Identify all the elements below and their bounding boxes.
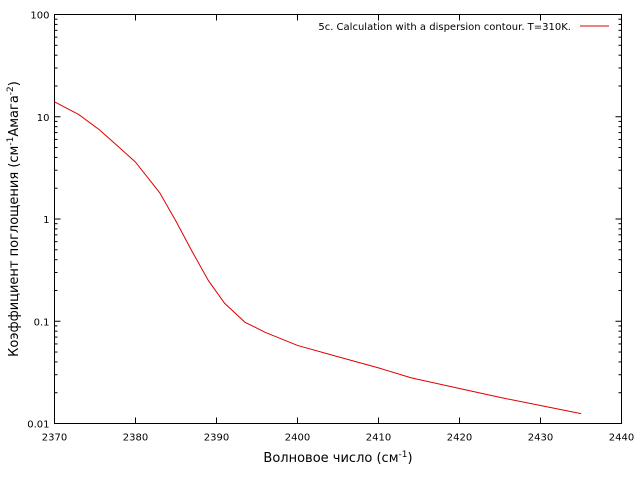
y-tick-label: 100: [30, 11, 49, 22]
series-group: [54, 101, 582, 415]
legend-label-0: 5c. Calculation with a dispersion contou…: [318, 22, 571, 33]
x-tick-label: 2430: [528, 433, 553, 444]
x-tick-label: 2380: [123, 433, 148, 444]
x-tick-label: 2400: [285, 433, 310, 444]
x-tick-label: 2370: [42, 433, 67, 444]
x-axis-title: Волновое число (см-1): [263, 450, 412, 466]
y-tick-label: 10: [37, 113, 50, 124]
x-tick-label: 2390: [204, 433, 229, 444]
x-tick-label: 2420: [447, 433, 472, 444]
tick-labels: 2370 2380 2390 2400 2410 2420 2430 2440 0.01 0.1 1…: [27, 11, 634, 444]
y-tick-label: 0.01: [27, 420, 49, 431]
legend: 5c. Calculation with a dispersion contou…: [318, 22, 609, 33]
x-tick-label: 2440: [609, 433, 634, 444]
plot-frame: [54, 14, 622, 424]
y-axis-title: Коэффициент поглощения (см-1Амага-2): [6, 81, 22, 357]
x-tick-label: 2410: [366, 433, 391, 444]
y-tick-label: 1: [43, 215, 49, 226]
series-line-0: [54, 101, 582, 415]
y-tick-label: 0.1: [34, 317, 50, 328]
axis-ticks: [54, 14, 622, 424]
